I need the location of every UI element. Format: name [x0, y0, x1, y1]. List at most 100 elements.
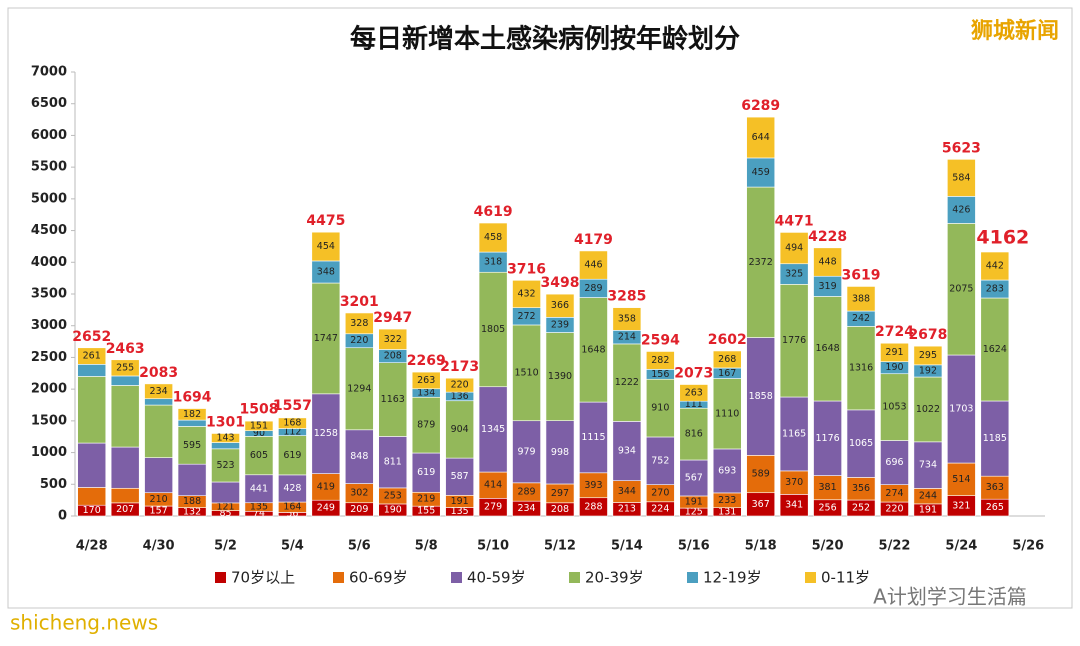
- data-label: 167: [718, 368, 736, 379]
- data-label: 234: [517, 503, 535, 514]
- data-label: 255: [116, 362, 134, 373]
- watermark: shicheng.news: [10, 611, 158, 635]
- data-label: 879: [417, 420, 435, 431]
- data-label: 208: [551, 504, 569, 515]
- total-label: 3285: [607, 289, 646, 305]
- data-label: 74: [253, 508, 265, 519]
- bar-segment: [913, 345, 943, 366]
- x-tick-label: 5/24: [945, 539, 977, 554]
- data-label: 279: [484, 502, 502, 513]
- bar-segment: [177, 463, 207, 497]
- y-tick-label: 500: [40, 477, 67, 492]
- bar-segment: [110, 487, 140, 504]
- bar-segment: [278, 474, 307, 503]
- data-label: 234: [150, 386, 168, 397]
- data-label: 244: [919, 491, 937, 502]
- data-label: 587: [451, 471, 469, 482]
- x-tick-label: 5/20: [812, 539, 844, 554]
- total-label: 4228: [808, 229, 847, 245]
- bar-segment: [679, 459, 709, 497]
- total-label: 2724: [875, 324, 914, 340]
- data-label: 341: [785, 500, 803, 511]
- data-label: 344: [618, 486, 636, 497]
- legend-label: 12-19岁: [703, 569, 762, 587]
- data-label: 156: [651, 369, 669, 380]
- data-label: 567: [685, 472, 703, 483]
- data-label: 1858: [749, 391, 773, 402]
- bar-segment: [980, 251, 1010, 281]
- bar-segment: [478, 471, 508, 499]
- total-label: 1557: [273, 398, 312, 414]
- total-label: 3498: [541, 275, 580, 291]
- bar-segment: [144, 404, 173, 458]
- data-label: 56: [286, 509, 298, 520]
- data-label: 242: [852, 313, 870, 324]
- total-label: 2173: [440, 359, 479, 375]
- total-label: 1301: [206, 414, 245, 430]
- legend-swatch: [215, 572, 226, 583]
- bar-segment: [77, 487, 107, 506]
- bar-segment: [378, 328, 408, 350]
- bar-segment: [244, 474, 274, 504]
- data-label: 191: [685, 497, 703, 508]
- total-label: 2083: [139, 365, 178, 381]
- total-label: 3619: [842, 267, 881, 283]
- data-label: 85: [219, 508, 231, 519]
- data-label: 164: [283, 502, 301, 513]
- data-label: 155: [417, 506, 435, 517]
- bar-segment: [445, 400, 475, 459]
- data-label: 998: [551, 447, 569, 458]
- y-tick-label: 7000: [31, 65, 67, 80]
- data-label: 219: [417, 494, 435, 505]
- data-label: 428: [283, 483, 301, 494]
- data-label: 208: [384, 351, 402, 362]
- bar-segment: [512, 324, 541, 422]
- y-tick-label: 0: [58, 509, 67, 524]
- data-label: 910: [651, 403, 669, 414]
- bar-segment: [77, 347, 107, 365]
- bar-segment: [947, 196, 976, 224]
- data-label: 297: [551, 488, 569, 499]
- data-label: 283: [986, 284, 1004, 295]
- data-label: 419: [317, 481, 335, 492]
- bar-segment: [612, 421, 642, 481]
- bar-segment: [478, 222, 508, 253]
- data-label: 125: [685, 507, 703, 518]
- bar-segment: [545, 332, 575, 421]
- data-label: 132: [183, 506, 201, 517]
- x-tick-label: 4/30: [143, 539, 175, 554]
- data-label: 619: [417, 467, 435, 478]
- data-label: 288: [584, 501, 602, 512]
- data-label: 619: [283, 450, 301, 461]
- legend-label: 40-59岁: [467, 569, 526, 587]
- chart-title: 每日新增本土感染病例按年龄划分: [350, 24, 740, 55]
- data-label: 291: [885, 347, 903, 358]
- y-tick-label: 2000: [31, 382, 67, 397]
- data-label: 220: [350, 335, 368, 346]
- data-label: 454: [317, 241, 335, 252]
- total-label: 2269: [407, 353, 446, 369]
- data-label: 210: [150, 494, 168, 505]
- data-label: 356: [852, 483, 870, 494]
- data-label: 261: [83, 351, 101, 362]
- total-label: 4179: [574, 232, 613, 248]
- bar-segment: [77, 442, 107, 488]
- data-label: 1776: [782, 335, 806, 346]
- total-label: 2678: [908, 327, 947, 343]
- data-label: 182: [183, 409, 201, 420]
- data-label: 1390: [548, 371, 572, 382]
- bar-segment: [344, 347, 374, 431]
- data-label: 1115: [581, 432, 605, 443]
- data-label: 1624: [983, 344, 1007, 355]
- data-label: 274: [885, 488, 903, 499]
- bar-segment: [947, 354, 976, 464]
- total-label: 3716: [507, 261, 546, 277]
- data-label: 1222: [615, 377, 639, 388]
- data-label: 1258: [314, 428, 338, 439]
- data-label: 1316: [849, 363, 873, 374]
- data-label: 752: [651, 455, 669, 466]
- data-label: 370: [785, 477, 803, 488]
- watermark: 狮城新闻: [971, 18, 1059, 44]
- bar-segment: [813, 247, 842, 277]
